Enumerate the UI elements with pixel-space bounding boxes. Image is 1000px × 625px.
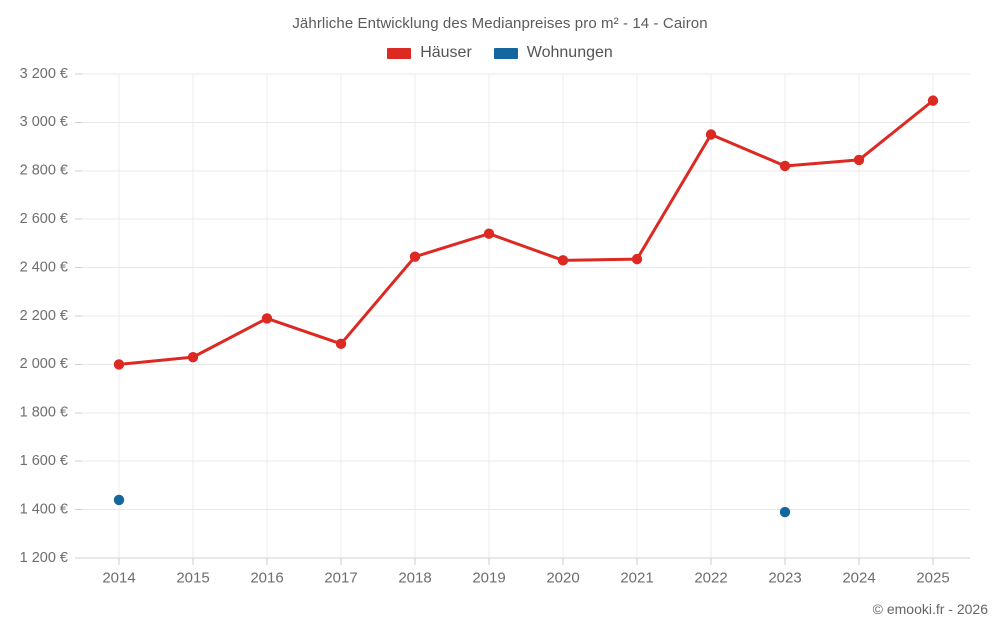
- chart-legend: Häuser Wohnungen: [0, 44, 1000, 62]
- data-point[interactable]: [187, 351, 199, 363]
- x-axis-tick-label: 2016: [250, 569, 283, 586]
- series-lines: [117, 99, 935, 366]
- x-axis-tick-label: 2023: [768, 569, 801, 586]
- data-point[interactable]: [483, 228, 495, 239]
- data-point[interactable]: [779, 160, 791, 172]
- chart-title: Jährliche Entwicklung des Medianpreises …: [292, 15, 708, 32]
- y-axis-tick-label: 1 200 €: [20, 550, 68, 566]
- x-axis-tick-label: 2017: [324, 569, 357, 586]
- x-axis-tick-label: 2015: [176, 569, 209, 586]
- y-axis-tick-label: 2 000 €: [20, 356, 68, 372]
- data-point[interactable]: [113, 359, 125, 370]
- data-point[interactable]: [779, 506, 791, 518]
- x-axis-tick-label: 2024: [842, 569, 875, 586]
- axis-lines: [75, 73, 970, 565]
- y-axis-tick-label: 2 200 €: [20, 308, 68, 324]
- x-axis-tick-label: 2021: [620, 569, 653, 586]
- x-axis-tick-label: 2020: [546, 569, 579, 586]
- x-axis-tick-label: 2014: [102, 569, 135, 586]
- x-axis-tick-labels: 2014 2015 2016 2017 2018 2019 2020 2021 2022 2023…: [102, 569, 949, 586]
- data-point[interactable]: [853, 154, 865, 166]
- data-point[interactable]: [705, 129, 717, 140]
- data-point[interactable]: [631, 253, 643, 265]
- legend-item-wohnungen[interactable]: Wohnungen: [493, 44, 613, 62]
- x-axis-tick-label: 2025: [916, 569, 949, 586]
- data-point[interactable]: [927, 95, 939, 106]
- data-point[interactable]: [335, 338, 347, 350]
- series-data-points: [113, 95, 939, 518]
- x-axis-tick-label: 2019: [472, 569, 505, 586]
- y-axis-tick-label: 2 600 €: [20, 211, 68, 227]
- legend-label-hauser: Häuser: [420, 44, 472, 61]
- y-axis-tick-labels: 1 200 € 1 400 € 1 600 € 1 800 € 2 000 € 2 200…: [20, 66, 68, 566]
- y-axis-tick-label: 1 800 €: [20, 405, 68, 421]
- legend-item-hauser[interactable]: Häuser: [387, 44, 472, 62]
- legend-label-wohnungen: Wohnungen: [526, 44, 613, 61]
- data-point[interactable]: [113, 494, 125, 506]
- legend-swatch-icon-hauser: [387, 47, 412, 59]
- y-axis-tick-label: 3 200 €: [20, 66, 68, 82]
- x-axis-tick-label: 2022: [694, 569, 727, 586]
- y-axis-tick-label: 2 400 €: [20, 259, 68, 275]
- footer-credit: © emooki.fr - 2026: [872, 601, 988, 617]
- y-axis-tick-label: 2 800 €: [20, 163, 68, 179]
- horizontal-gridlines: [82, 73, 970, 559]
- series-line-0: [117, 99, 935, 366]
- y-axis-tick-label: 1 600 €: [20, 453, 68, 469]
- data-point[interactable]: [557, 255, 569, 266]
- data-point[interactable]: [261, 313, 273, 324]
- data-point[interactable]: [409, 251, 421, 262]
- vertical-gridlines: [118, 74, 934, 558]
- y-axis-tick-label: 3 000 €: [20, 114, 68, 130]
- legend-swatch-icon-wohnungen: [493, 47, 518, 59]
- x-axis-tick-label: 2018: [398, 569, 431, 586]
- y-axis-tick-label: 1 400 €: [20, 501, 68, 517]
